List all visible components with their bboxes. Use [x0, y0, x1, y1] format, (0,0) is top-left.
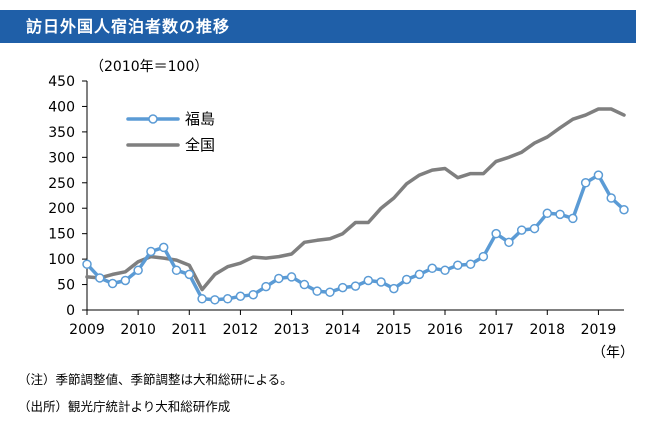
data-point-fukushima [120, 275, 131, 286]
legend-marker-fukushima [148, 114, 158, 124]
x-axis-unit-label: （年） [592, 345, 634, 361]
data-point-fukushima [133, 265, 143, 276]
data-point-fukushima [363, 275, 374, 286]
y-axis: 0 50 100 150 200 250 300 350 400 450 [48, 74, 88, 319]
x-tick-label: 2010 [120, 322, 156, 338]
y-tick-label: 350 [48, 125, 75, 141]
x-tick-label: 2009 [69, 322, 105, 338]
data-point-fukushima [389, 283, 399, 294]
data-point-fukushima [222, 294, 233, 304]
y-tick-label: 400 [48, 99, 75, 115]
data-point-fukushima [478, 251, 489, 262]
data-point-fukushima [95, 273, 105, 283]
data-point-fukushima [606, 193, 616, 203]
data-point-fukushima [107, 278, 118, 289]
data-point-fukushima [568, 213, 578, 224]
data-point-fukushima [465, 259, 476, 269]
data-point-fukushima [337, 282, 348, 293]
data-point-fukushima [286, 272, 297, 282]
data-point-fukushima [274, 273, 284, 284]
x-axis: 2009 2010 2011 2012 2013 2014 2015 2016 2017 2018… [69, 309, 624, 338]
y-tick-label: 450 [48, 74, 75, 90]
data-point-fukushima [261, 281, 271, 292]
x-tick-label: 2019 [581, 322, 617, 338]
data-point-fukushima [593, 170, 604, 180]
data-point-fukushima [414, 269, 425, 280]
data-point-fukushima [516, 225, 527, 235]
data-point-fukushima [210, 295, 220, 305]
x-tick-label: 2016 [427, 322, 463, 338]
data-point-fukushima [82, 259, 92, 269]
x-tick-label: 2011 [171, 322, 207, 338]
data-point-fukushima [197, 294, 207, 304]
y-tick-label: 150 [48, 227, 75, 243]
data-point-fukushima [350, 281, 361, 291]
y-tick-label: 50 [57, 278, 75, 294]
data-point-fukushima [427, 263, 437, 274]
data-point-fukushima [453, 260, 463, 270]
data-point-fukushima [580, 178, 591, 188]
line-chart: （2010年＝100） 050100150200250300350400450 … [48, 59, 634, 361]
data-point-fukushima [555, 209, 565, 220]
y-tick-label: 250 [48, 176, 75, 192]
data-point-fukushima [235, 291, 246, 302]
data-point-fukushima [504, 237, 514, 248]
series-line-national [85, 107, 626, 292]
data-point-fukushima [440, 265, 450, 276]
x-tick-label: 2018 [529, 322, 565, 338]
legend-label-fukushima: 福島 [185, 110, 215, 128]
y-tick-label: 200 [48, 201, 75, 217]
data-point-fukushima [158, 242, 169, 253]
data-point-fukushima [248, 289, 258, 300]
y-tick-label: 0 [66, 303, 75, 319]
data-point-fukushima [312, 286, 322, 296]
data-point-fukushima [146, 246, 156, 257]
footnote-source: （出所）観光庁統計より大和総研作成 [18, 399, 231, 414]
data-point-fukushima [529, 223, 540, 234]
x-tick-label: 2012 [223, 322, 259, 338]
y-tick-label: 300 [48, 150, 75, 166]
data-point-fukushima [325, 287, 335, 297]
y-axis-unit-label: （2010年＝100） [90, 59, 208, 75]
series-area [82, 107, 629, 305]
y-tick-label: 100 [48, 252, 75, 268]
x-tick-label: 2013 [274, 322, 310, 338]
data-point-fukushima [491, 228, 501, 239]
series-line-fukushima [85, 173, 626, 302]
data-point-fukushima [401, 274, 412, 285]
chart-title-bar: 訪日外国人宿泊者数の推移 [0, 10, 636, 43]
data-point-fukushima [542, 208, 553, 219]
data-point-fukushima [184, 269, 195, 280]
legend-label-national: 全国 [185, 136, 215, 154]
x-tick-label: 2015 [376, 322, 412, 338]
footnote-note: （注）季節調整値、季節調整は大和総研による。 [18, 372, 293, 387]
data-point-fukushima [619, 204, 629, 215]
data-point-fukushima [171, 265, 182, 276]
chart-title: 訪日外国人宿泊者数の推移 [26, 17, 231, 36]
data-point-fukushima [299, 279, 310, 290]
x-tick-label: 2017 [478, 322, 514, 338]
x-tick-label: 2014 [325, 322, 361, 338]
data-point-fukushima [376, 277, 386, 287]
